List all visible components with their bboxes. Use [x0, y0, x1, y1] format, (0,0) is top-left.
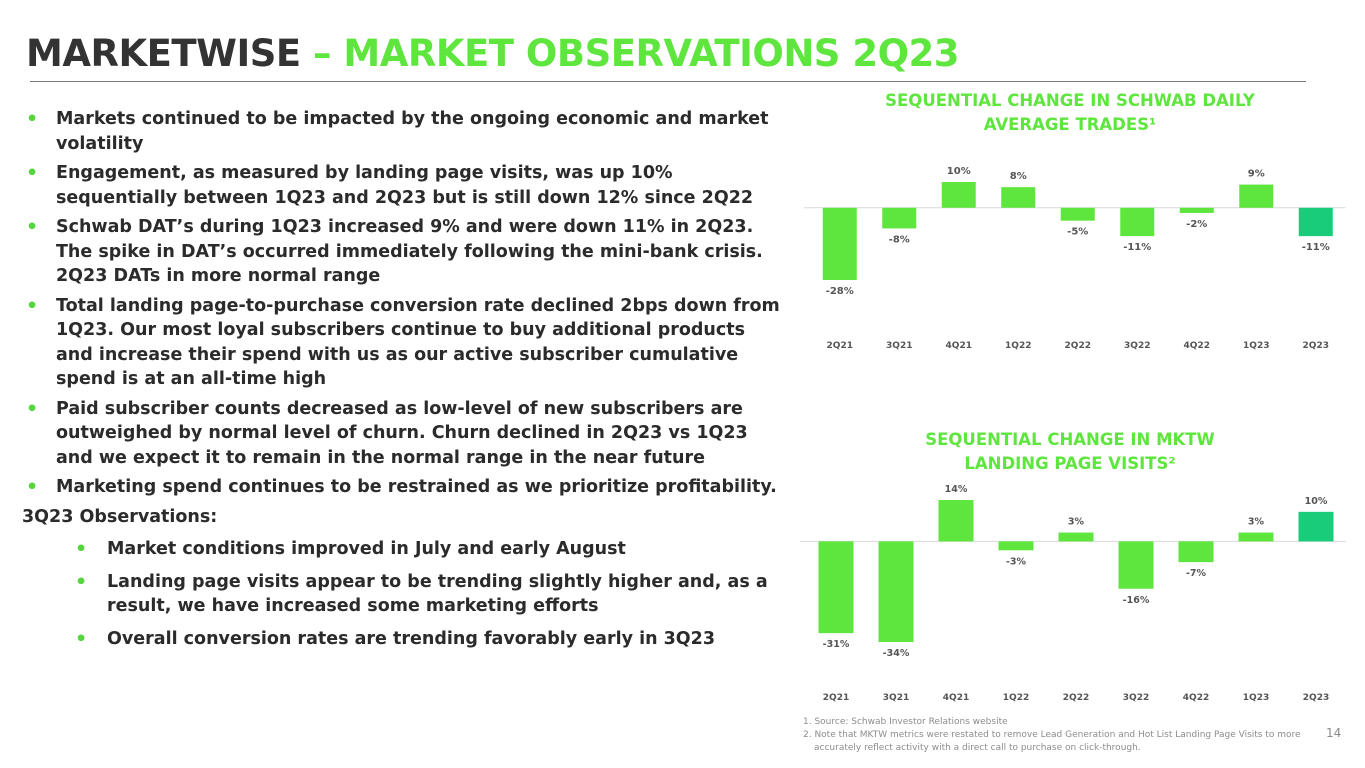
chart-title-line: SEQUENTIAL CHANGE IN SCHWAB DAILY — [885, 91, 1255, 110]
bar-2Q22 — [1058, 532, 1094, 542]
observation-item: • Landing page visits appear to be trendi… — [22, 570, 782, 619]
bar-3Q21 — [878, 541, 914, 642]
data-label: 10% — [1305, 496, 1328, 507]
observation-text: Landing page visits appear to be trendin… — [107, 571, 768, 617]
tick-label: 2Q22 — [1063, 693, 1089, 703]
title-brand: MARKETWISE — [26, 32, 301, 75]
bullet-dot-icon: • — [26, 162, 39, 184]
bar-2Q23 — [1298, 511, 1334, 542]
observations-heading: 3Q23 Observations: — [22, 506, 218, 527]
bar-1Q22 — [1001, 187, 1036, 208]
bullet-dot-icon: • — [26, 216, 39, 238]
bullet-dot-icon: • — [26, 397, 39, 420]
bar-4Q22 — [1179, 207, 1214, 213]
bar-4Q21 — [941, 182, 976, 208]
data-label: -8% — [889, 234, 910, 245]
page-title: MARKETWISE – MARKET OBSERVATIONS 2Q23 — [26, 32, 960, 76]
data-label: -16% — [1123, 595, 1150, 606]
tick-label: 1Q22 — [1005, 341, 1031, 351]
bullet-dot-icon: • — [75, 627, 88, 650]
data-label: -11% — [1302, 242, 1330, 253]
tick-label: 1Q23 — [1243, 341, 1269, 351]
title-subtitle: – MARKET OBSERVATIONS 2Q23 — [313, 32, 960, 75]
tick-label: 3Q21 — [883, 693, 909, 703]
bar-1Q22 — [998, 541, 1034, 551]
bullet-text: Paid subscriber counts decreased as low-… — [56, 398, 748, 468]
tick-label: 1Q23 — [1243, 693, 1269, 703]
bullet-text: Total landing page-to-purchase conversio… — [56, 295, 780, 390]
tick-label: 1Q22 — [1003, 693, 1029, 703]
data-label: 10% — [947, 166, 971, 177]
tick-label: 3Q22 — [1123, 693, 1149, 703]
bullet-text: Marketing spend continues to be restrain… — [56, 477, 777, 497]
tick-label: 2Q23 — [1303, 341, 1329, 351]
bullet-text: Schwab DAT’s during 1Q23 increased 9% an… — [56, 217, 763, 286]
data-label: -7% — [1186, 568, 1207, 579]
bullet-item: • Paid subscriber counts decreased as low… — [22, 397, 782, 471]
bullet-item: • Marketing spend continues to be restrai… — [22, 475, 782, 500]
tick-label: 4Q21 — [946, 341, 972, 351]
observation-item: • Market conditions improved in July and … — [22, 537, 782, 562]
tick-label: 3Q21 — [886, 341, 912, 351]
bar-1Q23 — [1239, 184, 1274, 208]
visits-bar-chart: -31% 2Q21 -34% 3Q21 14% 4Q21 -3% 1Q22 3% 2Q22 -16%… — [800, 484, 1346, 703]
data-label: -5% — [1067, 227, 1088, 238]
chart-title-line: AVERAGE TRADES¹ — [983, 115, 1157, 134]
tick-label: 2Q22 — [1065, 341, 1091, 351]
bullet-dot-icon: • — [26, 108, 39, 130]
observation-text: Overall conversion rates are trending fa… — [107, 628, 716, 649]
tick-label: 4Q22 — [1184, 341, 1210, 351]
data-label: -28% — [826, 286, 854, 297]
page-number: 14 — [1326, 726, 1342, 740]
bullet-text: Engagement, as measured by landing page … — [56, 163, 754, 208]
bar-3Q22 — [1118, 541, 1154, 589]
chart-title-line: SEQUENTIAL CHANGE IN MKTW — [925, 430, 1215, 449]
data-label: 9% — [1248, 169, 1265, 180]
tick-label: 4Q21 — [943, 693, 969, 703]
bar-2Q23 — [1298, 207, 1333, 237]
title-divider — [30, 81, 1306, 82]
tick-label: 2Q21 — [827, 341, 853, 351]
bullet-dot-icon: • — [75, 538, 88, 560]
footnote: 1. Source: Schwab Investor Relations web… — [803, 717, 1008, 727]
bullet-item: • Markets continued to be impacted by the… — [22, 107, 782, 156]
data-label: -3% — [1006, 556, 1027, 567]
tick-label: 3Q22 — [1124, 341, 1150, 351]
data-label: 3% — [1068, 517, 1085, 528]
bar-1Q23 — [1238, 532, 1274, 542]
data-label: 8% — [1010, 171, 1027, 182]
bullet-dot-icon: • — [26, 294, 39, 317]
footnote: 2. Note that MKTW metrics were restated … — [803, 730, 1301, 753]
chart-title-dat: SEQUENTIAL CHANGE IN SCHWAB DAILY AVERAG… — [870, 89, 1270, 137]
chart-title-line: LANDING PAGE VISITS² — [964, 454, 1176, 473]
bar-3Q21 — [882, 207, 917, 229]
data-label: 3% — [1248, 517, 1265, 528]
data-label: -31% — [823, 639, 850, 650]
bar-3Q22 — [1120, 207, 1155, 237]
bullet-dot-icon: • — [75, 570, 88, 593]
bullet-item: • Engagement, as measured by landing page… — [22, 161, 782, 210]
tick-label: 4Q22 — [1183, 693, 1209, 703]
observation-text: Market conditions improved in July and e… — [107, 539, 626, 559]
data-label: -2% — [1186, 219, 1207, 230]
chart-title-visits: SEQUENTIAL CHANGE IN MKTW LANDING PAGE V… — [870, 428, 1270, 476]
bar-4Q21 — [938, 500, 974, 542]
bullet-item: • Schwab DAT’s during 1Q23 increased 9% a… — [22, 215, 782, 289]
dat-bar-chart: -28% 2Q21 -8% 3Q21 10% 4Q21 8% 1Q22 -5% 2Q22 -11% 3… — [804, 166, 1346, 351]
bullet-text: Markets continued to be impacted by the … — [56, 109, 769, 154]
data-label: 14% — [945, 484, 968, 495]
bar-2Q21 — [822, 207, 857, 280]
data-label: -34% — [883, 648, 910, 659]
tick-label: 2Q23 — [1303, 693, 1329, 703]
observation-item: • Overall conversion rates are trending f… — [22, 627, 782, 652]
bar-2Q21 — [818, 541, 854, 634]
data-label: -11% — [1123, 242, 1151, 253]
bullet-dot-icon: • — [26, 476, 39, 498]
bullet-list: • Markets continued to be impacted by the… — [22, 107, 782, 659]
bar-2Q22 — [1060, 207, 1095, 221]
bar-4Q22 — [1178, 541, 1214, 563]
footnotes: 1. Source: Schwab Investor Relations web… — [803, 716, 1313, 755]
bullet-item: • Total landing page-to-purchase conversi… — [22, 294, 782, 392]
tick-label: 2Q21 — [823, 693, 849, 703]
